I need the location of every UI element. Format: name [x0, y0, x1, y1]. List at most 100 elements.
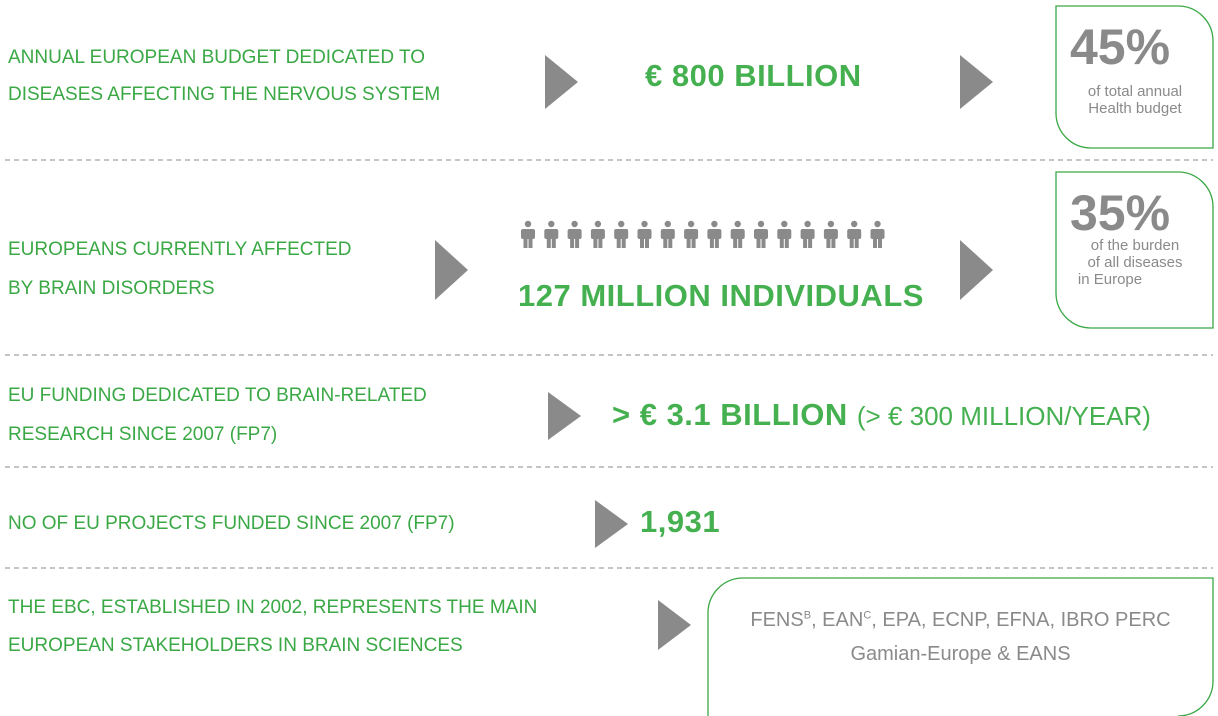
- badge-text: of the burden: [1090, 237, 1180, 254]
- member: , EPA, ECNP, EFNA, IBRO PERC: [871, 609, 1171, 631]
- label: BY BRAIN DISORDERS: [8, 278, 215, 299]
- badge-text: in Europe: [1077, 271, 1143, 288]
- label: NO OF EU PROJECTS FUNDED SINCE 2007 (FP7…: [8, 513, 455, 534]
- badge-text: Health budget: [1088, 100, 1182, 117]
- person-part: [756, 238, 761, 248]
- members-line: Gamian-Europe & EANS: [850, 643, 1071, 665]
- person-part: [687, 220, 695, 228]
- person-part: [781, 220, 788, 228]
- value: > € 3.1 BILLION: [612, 397, 848, 432]
- arrows: [435, 55, 993, 650]
- person-part: [849, 238, 854, 248]
- value: 127 MILLION INDIVIDUALS: [518, 278, 924, 313]
- label: ANNUAL EUROPEAN BUDGET DEDICATED TO: [8, 47, 426, 68]
- arrow: [545, 55, 578, 109]
- label: EUROPEAN STAKEHOLDERS IN BRAIN SCIENCES: [8, 635, 463, 656]
- badge-box: [1055, 171, 1214, 329]
- value: 1,931: [640, 504, 721, 539]
- person-part: [711, 220, 718, 228]
- member: FENS: [750, 609, 804, 631]
- person-part: [590, 229, 605, 239]
- label: RESEARCH SINCE 2007 (FP7): [8, 424, 278, 445]
- arrow: [960, 55, 993, 109]
- person-part: [645, 238, 649, 248]
- person-part: [873, 238, 877, 248]
- person-part: [709, 238, 714, 248]
- person-part: [524, 220, 532, 228]
- person-part: [733, 238, 738, 248]
- members-box: [707, 577, 1214, 716]
- boxes: [707, 5, 1214, 716]
- person-part: [593, 238, 598, 248]
- person-part: [575, 238, 580, 248]
- person-part: [616, 238, 621, 248]
- person-part: [854, 238, 859, 248]
- badge-text: of total annual: [1087, 83, 1183, 100]
- person-part: [594, 220, 602, 228]
- person-part: [614, 229, 629, 239]
- person-part: [808, 238, 813, 248]
- person-part: [523, 238, 528, 248]
- arrow: [548, 392, 581, 440]
- dividers: [5, 159, 1213, 569]
- person-part: [800, 229, 815, 239]
- person-part: [521, 229, 535, 239]
- arrow: [658, 600, 691, 650]
- badge-big: 35%: [1070, 185, 1171, 241]
- person-part: [851, 220, 858, 228]
- person-part: [823, 229, 838, 239]
- person-part: [668, 238, 673, 248]
- person-part: [570, 238, 575, 248]
- person-part: [691, 238, 696, 248]
- person-part: [878, 238, 882, 248]
- person-part: [847, 229, 862, 239]
- person-part: [777, 229, 792, 239]
- person-part: [544, 229, 559, 239]
- label: EU FUNDING DEDICATED TO BRAIN-RELATED: [8, 385, 427, 406]
- person-part: [528, 238, 533, 248]
- person-part: [779, 238, 784, 248]
- value: € 800 BILLION: [645, 58, 862, 93]
- person-part: [754, 229, 768, 239]
- value-line: > € 3.1 BILLION (> € 300 MILLION/YEAR): [612, 397, 1151, 433]
- person-part: [730, 229, 745, 239]
- person-part: [804, 220, 811, 228]
- member: , EAN: [811, 609, 864, 631]
- person-part: [684, 229, 699, 239]
- person-part: [831, 238, 836, 248]
- person-part: [664, 220, 671, 228]
- person-part: [621, 238, 626, 248]
- label: THE EBC, ESTABLISHED IN 2002, REPRESENTS…: [8, 597, 538, 618]
- person-part: [660, 229, 675, 239]
- person-part: [598, 238, 603, 248]
- person-part: [571, 220, 578, 228]
- badge-text: of all diseases: [1087, 254, 1183, 271]
- arrow: [435, 240, 468, 300]
- members-line: FENSB, EANC, EPA, ECNP, EFNA, IBRO PERC: [708, 609, 1213, 632]
- value-note: (> € 300 MILLION/YEAR): [856, 401, 1151, 431]
- person-part: [784, 238, 789, 248]
- person-part: [551, 238, 556, 248]
- person-part: [546, 238, 551, 248]
- label: DISEASES AFFECTING THE NERVOUS SYSTEM: [8, 84, 441, 105]
- badge-big: 45%: [1070, 19, 1171, 75]
- person-part: [826, 238, 831, 248]
- person-part: [827, 220, 835, 228]
- member-sup: B: [803, 609, 812, 622]
- person-part: [663, 238, 668, 248]
- person-part: [567, 229, 582, 239]
- person-part: [548, 220, 555, 228]
- member-sup: C: [863, 609, 872, 622]
- person-part: [714, 238, 719, 248]
- person-part: [640, 238, 644, 248]
- person-part: [761, 238, 766, 248]
- person-part: [738, 238, 743, 248]
- person-part: [803, 238, 808, 248]
- person-part: [618, 220, 625, 228]
- person-part: [734, 220, 741, 228]
- person-part: [686, 238, 691, 248]
- arrow: [960, 240, 993, 300]
- badge-box: [1055, 5, 1214, 149]
